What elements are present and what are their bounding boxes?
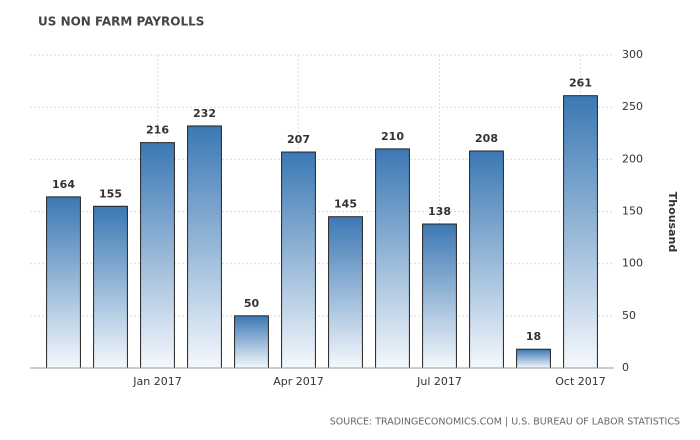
- bar: [375, 148, 410, 369]
- bar: [140, 142, 175, 369]
- source: SOURCE: TRADINGECONOMICS.COM | U.S. BURE…: [330, 417, 680, 428]
- value-label: 261: [569, 77, 592, 90]
- value-label: 232: [193, 107, 216, 120]
- x-tick-label: Jul 2017: [416, 375, 462, 388]
- value-label: 210: [381, 130, 404, 143]
- y-tick-label: 200: [622, 152, 643, 165]
- value-label: 216: [146, 124, 169, 137]
- bar: [469, 150, 504, 369]
- chart-title: US NON FARM PAYROLLS: [38, 15, 204, 29]
- value-label: 18: [526, 330, 541, 343]
- y-tick-label: 100: [622, 257, 643, 270]
- bar: [281, 151, 316, 369]
- value-label: 138: [428, 205, 451, 218]
- bar: [563, 95, 598, 369]
- bar: [234, 315, 269, 369]
- y-tick-label: 50: [622, 309, 636, 322]
- bar: [422, 223, 457, 369]
- value-label: 155: [99, 187, 122, 200]
- y-tick-label: 300: [622, 48, 643, 61]
- value-label: 145: [334, 198, 357, 211]
- value-label: 207: [287, 133, 310, 146]
- x-tick-label: Apr 2017: [273, 375, 324, 388]
- bar: [187, 125, 222, 369]
- y-tick-label: 150: [622, 205, 643, 218]
- value-label: 50: [244, 297, 260, 310]
- y-tick-label: 250: [622, 100, 643, 113]
- x-tick-label: Oct 2017: [555, 375, 606, 388]
- bar: [46, 196, 81, 369]
- value-label: 208: [475, 132, 498, 145]
- value-label: 164: [52, 178, 75, 191]
- bar: [93, 205, 128, 369]
- y-tick-label: 0: [622, 361, 629, 374]
- bar: [516, 348, 551, 369]
- bar: [328, 216, 363, 369]
- x-tick-label: Jan 2017: [132, 375, 181, 388]
- y-axis-label: Thousand: [666, 192, 679, 252]
